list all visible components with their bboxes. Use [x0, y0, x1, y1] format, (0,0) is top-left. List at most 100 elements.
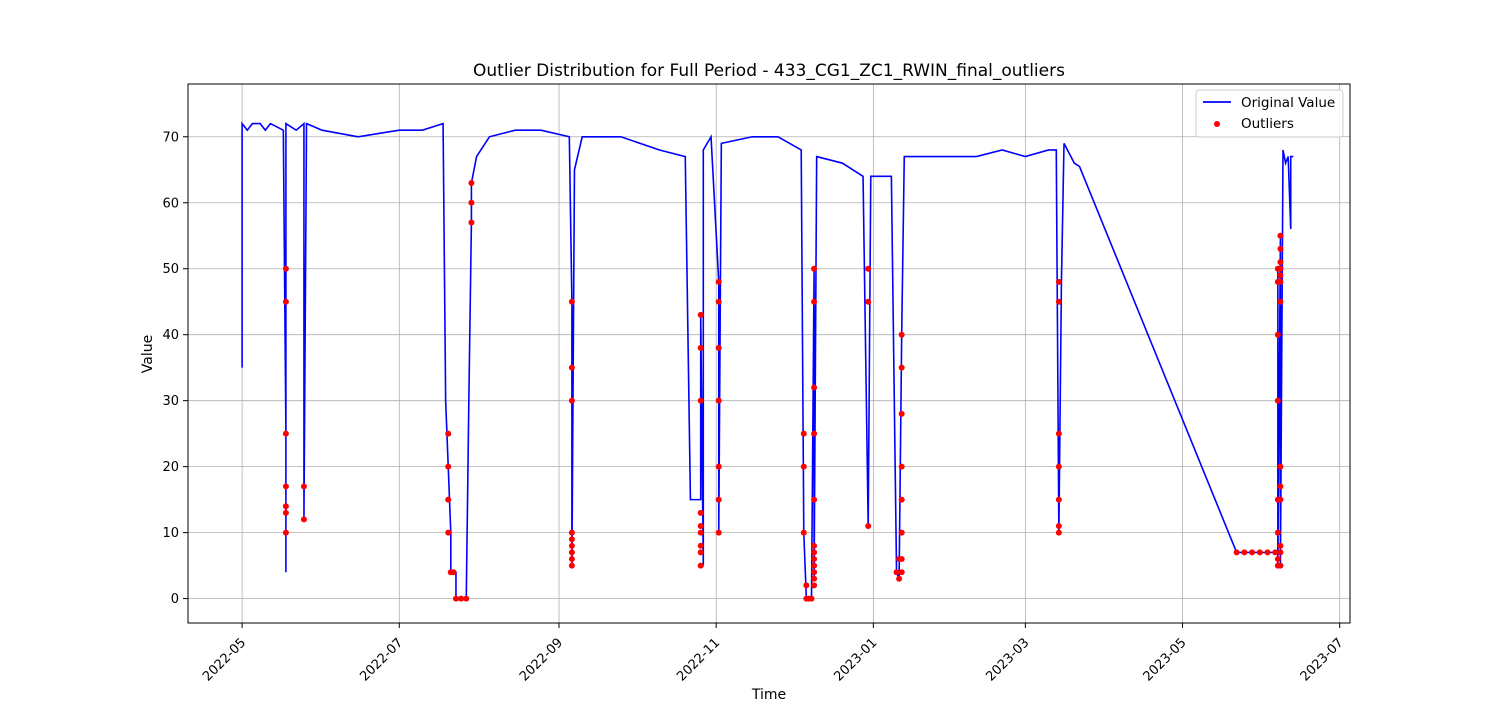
point-layer [282, 179, 1284, 602]
y-tick-label: 10 [162, 526, 179, 541]
outlier-point [811, 384, 818, 391]
outlier-point [811, 569, 818, 576]
outlier-point [468, 219, 475, 226]
outlier-point [568, 397, 575, 404]
outlier-point [568, 549, 575, 556]
y-tick-label: 70 [162, 130, 179, 145]
outlier-point [1055, 529, 1062, 536]
outlier-point [282, 529, 289, 536]
outlier-point [865, 298, 872, 305]
outlier-point [1055, 463, 1062, 470]
outlier-point [865, 265, 872, 272]
outlier-point [811, 556, 818, 563]
outlier-point [697, 549, 704, 556]
y-tick-label: 40 [162, 328, 179, 343]
outlier-point [1272, 549, 1279, 556]
outlier-point [893, 569, 900, 576]
outlier-point [715, 397, 722, 404]
outlier-point [800, 529, 807, 536]
outlier-point [568, 364, 575, 371]
outlier-point [1277, 549, 1284, 556]
outlier-point [1277, 463, 1284, 470]
outlier-point [568, 298, 575, 305]
outlier-point [1277, 542, 1284, 549]
outlier-point [458, 595, 465, 602]
outlier-point [300, 516, 307, 523]
outlier-point [896, 575, 903, 582]
outlier-point [811, 298, 818, 305]
outlier-point [1277, 483, 1284, 490]
outlier-point [715, 344, 722, 351]
legend-box [1195, 89, 1344, 138]
outlier-point [898, 364, 905, 371]
outlier-point [803, 582, 810, 589]
outlier-point [898, 569, 905, 576]
y-tick-label: 20 [162, 460, 179, 475]
grid-layer [188, 84, 1350, 623]
outlier-point [1055, 496, 1062, 503]
outlier-point [1256, 549, 1263, 556]
outlier-point [445, 463, 452, 470]
outlier-point [898, 410, 905, 417]
outlier-point [1274, 529, 1281, 536]
outlier-point [1055, 430, 1062, 437]
outlier-point [1277, 232, 1284, 239]
outlier-point [1233, 549, 1240, 556]
outlier-point [697, 562, 704, 569]
outlier-point [898, 496, 905, 503]
outlier-point [800, 463, 807, 470]
outlier-point [1277, 272, 1284, 279]
outlier-point [282, 503, 289, 510]
outlier-point [865, 523, 872, 530]
y-axis-label: Value [140, 335, 156, 373]
outlier-point [811, 582, 818, 589]
legend: Original Value Outliers [1195, 89, 1344, 138]
outlier-point [568, 529, 575, 536]
outlier-point [697, 509, 704, 516]
outlier-point [697, 529, 704, 536]
y-tick-label: 30 [162, 394, 179, 409]
outlier-point [715, 298, 722, 305]
outlier-point [811, 430, 818, 437]
outlier-point [1264, 549, 1271, 556]
outlier-point [445, 430, 452, 437]
x-axis-label: Time [751, 687, 786, 700]
legend-outlier-marker [1214, 121, 1220, 127]
outlier-point [282, 430, 289, 437]
outlier-point [568, 542, 575, 549]
outlier-point [1274, 397, 1281, 404]
outlier-point [1277, 265, 1284, 272]
outlier-point [1249, 549, 1256, 556]
outlier-point [463, 595, 470, 602]
outlier-point [445, 529, 452, 536]
chart-title: Outlier Distribution for Full Period - 4… [473, 61, 1065, 81]
legend-label-outliers: Outliers [1241, 116, 1294, 132]
outlier-point [568, 562, 575, 569]
outlier-point [1055, 523, 1062, 530]
outlier-point [811, 496, 818, 503]
outlier-point [715, 496, 722, 503]
legend-label-original-value: Original Value [1241, 95, 1335, 111]
outlier-point [1241, 549, 1248, 556]
outlier-point [715, 278, 722, 285]
outlier-point [568, 556, 575, 563]
outlier-point [1055, 278, 1062, 285]
outlier-point [697, 542, 704, 549]
outlier-point [811, 542, 818, 549]
outlier-point [697, 344, 704, 351]
outlier-point [568, 536, 575, 543]
outlier-point [697, 523, 704, 530]
outlier-point [450, 569, 457, 576]
y-tick-label: 60 [162, 196, 179, 211]
outlier-point [1277, 562, 1284, 569]
outlier-point [898, 556, 905, 563]
outlier-point [468, 179, 475, 186]
outlier-point [811, 575, 818, 582]
outlier-point [811, 562, 818, 569]
outlier-point [697, 311, 704, 318]
plot-frame [187, 83, 1351, 624]
outlier-point [800, 430, 807, 437]
outlier-point [811, 549, 818, 556]
